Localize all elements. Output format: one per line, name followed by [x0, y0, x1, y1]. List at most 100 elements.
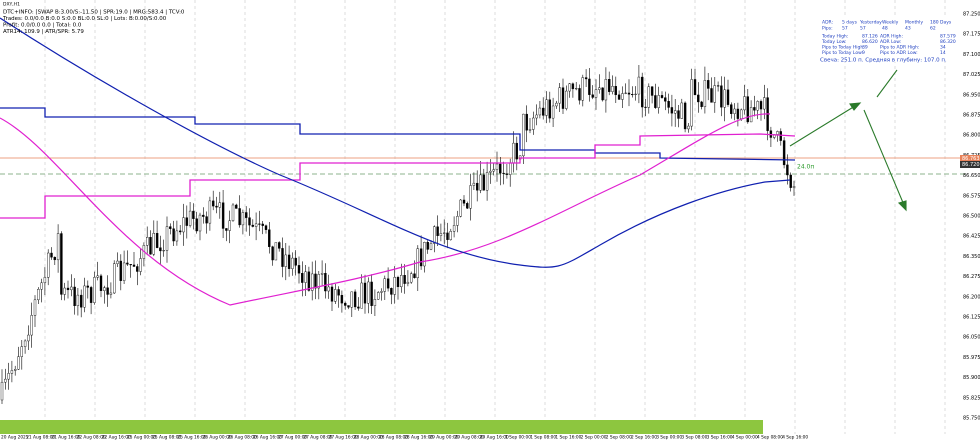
body [413, 273, 416, 279]
price-label: 86.875 [963, 113, 980, 119]
body [175, 230, 179, 242]
time-label: 27 Aug 00:00 [278, 435, 307, 441]
panel-pips: 57 [842, 26, 848, 32]
ma-blue [0, 17, 791, 268]
body [581, 77, 584, 101]
body [327, 286, 330, 292]
panel-cell: Pips to Today Low: [822, 50, 863, 56]
body [746, 96, 749, 123]
body [575, 88, 578, 90]
body [472, 182, 476, 186]
body [7, 373, 10, 380]
bid-label: 86.763 [962, 156, 980, 162]
body [145, 237, 149, 246]
body [271, 246, 274, 261]
body [505, 173, 509, 175]
volume-bar [0, 420, 763, 434]
body [83, 285, 86, 308]
panel-cell: 14 [940, 50, 946, 56]
body [258, 223, 261, 225]
body [443, 232, 446, 234]
body [353, 291, 357, 308]
body [499, 163, 502, 174]
body [347, 305, 350, 308]
body [664, 97, 667, 102]
price-label: 86.200 [963, 294, 980, 300]
time-label: 3 Sep 08:00 [681, 435, 707, 441]
body [66, 287, 70, 291]
body [23, 340, 27, 347]
info-line: DTC+INFO: [SWAP B:3.00/S:-11.50 | SPR:19… [3, 10, 185, 16]
body [192, 210, 195, 219]
body [129, 264, 132, 266]
body [697, 94, 700, 103]
body [47, 252, 50, 278]
time-label: 28 Aug 08:00 [379, 435, 408, 441]
body [611, 86, 614, 92]
time-label: 4 Sep 00:00 [732, 435, 758, 441]
body [568, 83, 571, 92]
body [373, 299, 377, 306]
price-label: 86.575 [963, 193, 980, 199]
body [297, 265, 301, 274]
body [528, 129, 532, 131]
body [264, 225, 268, 230]
body [291, 257, 294, 269]
body [423, 242, 426, 267]
body [647, 86, 650, 108]
body [261, 223, 264, 226]
time-label: 1 Sep 16:00 [555, 435, 581, 441]
panel-cell: Today Low: [821, 39, 847, 45]
body [733, 108, 736, 114]
body [410, 273, 413, 283]
body [677, 110, 680, 119]
body [40, 282, 43, 290]
time-label: 1 Sep 00:00 [505, 435, 531, 441]
body [281, 248, 284, 267]
body [287, 254, 291, 269]
body [169, 226, 172, 229]
body [17, 356, 20, 370]
body [89, 287, 93, 303]
time-label: 22 Aug 16:00 [102, 435, 131, 441]
panel-cell: Pips to ADR High: [880, 45, 919, 51]
adr-panel [818, 18, 953, 62]
body [27, 334, 30, 342]
body [37, 289, 40, 301]
body [60, 233, 63, 295]
time-label: 27 Aug 16:00 [329, 435, 358, 441]
panel-pips: Pips: [822, 26, 833, 32]
body [743, 96, 746, 111]
body [363, 282, 367, 304]
price-label: 86.500 [963, 214, 980, 220]
body [70, 286, 73, 291]
body [53, 256, 56, 261]
body [716, 85, 720, 87]
body [532, 117, 535, 130]
body [482, 174, 485, 191]
candle-note: Свеча: 251.0 п. Средняя в глубину: 107.0… [820, 58, 947, 64]
body [103, 287, 106, 291]
body [601, 87, 604, 101]
body [400, 275, 403, 288]
time-label: 29 Aug 16:00 [480, 435, 509, 441]
body [178, 230, 182, 233]
body [218, 202, 222, 208]
body [713, 85, 716, 103]
body [551, 105, 555, 119]
body [485, 172, 489, 191]
body [693, 79, 697, 96]
body [377, 292, 380, 300]
body [515, 142, 518, 160]
body [274, 242, 278, 261]
price-label: 85.900 [963, 375, 980, 381]
body [383, 278, 386, 292]
body [235, 204, 238, 209]
body [670, 107, 674, 114]
panel-pips: 48 [882, 26, 888, 32]
time-label: 27 Aug 08:00 [303, 435, 332, 441]
body [330, 286, 334, 302]
body [311, 273, 314, 291]
body [452, 225, 456, 232]
